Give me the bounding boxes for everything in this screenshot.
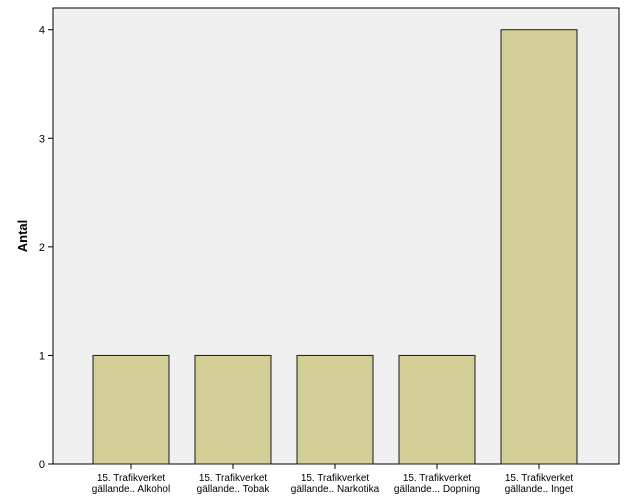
y-tick-label: 0 — [39, 459, 45, 471]
y-tick-label: 4 — [39, 25, 45, 37]
x-category-label-line: gällande.. Tobak — [197, 484, 271, 495]
y-tick-label: 2 — [39, 242, 45, 254]
x-category-label: 15. Trafikverket gällande.. Alkohol — [92, 473, 170, 495]
x-category-label-line: gällande.. Narkotika — [291, 484, 380, 495]
x-category-label-line: 15. Trafikverket — [505, 473, 574, 484]
bar-4 — [398, 354, 476, 465]
x-category-label-line: 15. Trafikverket — [199, 473, 268, 484]
y-axis-label: Antal — [15, 220, 30, 253]
x-category-label-line: gällande.. Alkohol — [92, 484, 170, 495]
x-category-label-line: 15. Trafikverket — [97, 473, 166, 484]
x-category-label: 15. Trafikverket gällande.. Tobak — [197, 473, 271, 495]
y-tick-label: 1 — [39, 350, 45, 362]
y-tick-label: 3 — [39, 133, 45, 145]
bar-3 — [296, 354, 374, 465]
bar-5 — [500, 29, 578, 465]
x-category-label-line: gällande.. Inget — [505, 484, 574, 495]
x-category-label-line: 15. Trafikverket — [301, 473, 370, 484]
x-category-label-line: 15. Trafikverket — [403, 473, 472, 484]
x-category-label: 15. Trafikverket gällande.. Narkotika — [291, 473, 380, 495]
bar-1 — [92, 354, 170, 465]
bars-group — [92, 29, 578, 465]
x-category-label: 15. Trafikverket gällande.. Inget — [505, 473, 574, 495]
x-category-label-line: gällande... Dopning — [394, 484, 480, 495]
y-axis: 0 1 2 3 4 — [39, 25, 53, 471]
x-category-label: 15. Trafikverket gällande... Dopning — [394, 473, 480, 495]
bar-2 — [194, 354, 272, 465]
